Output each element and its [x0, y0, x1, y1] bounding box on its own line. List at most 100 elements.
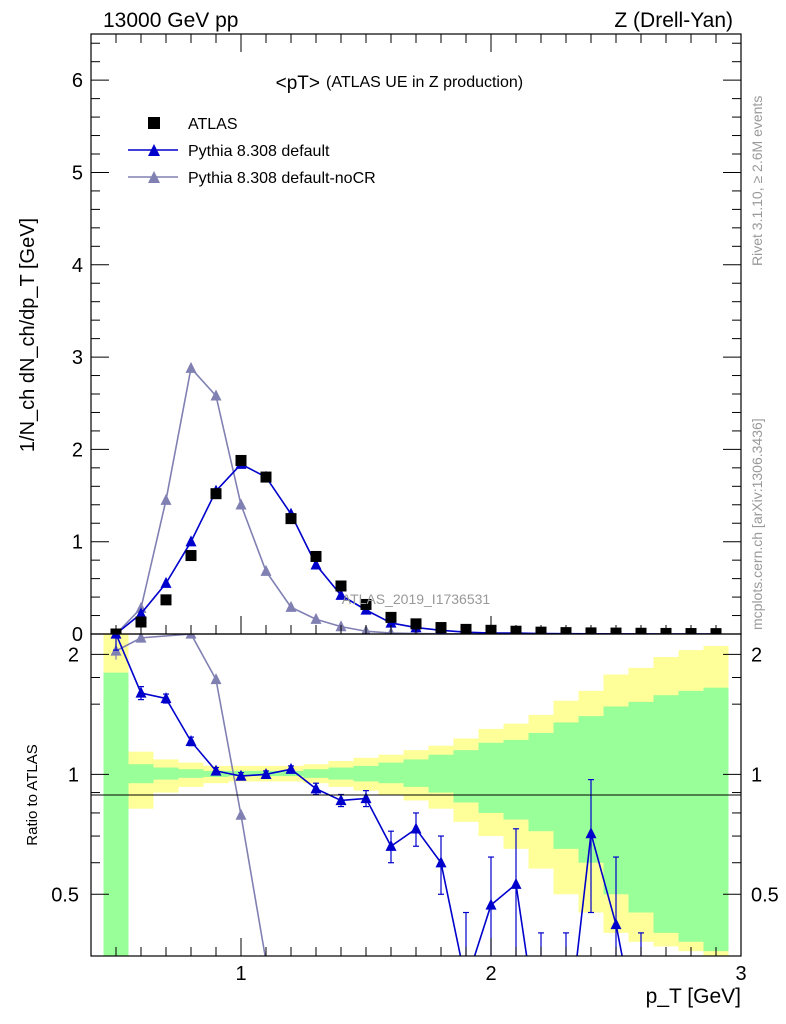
ratio-nocr-point [135, 634, 147, 643]
atlas-point [360, 598, 372, 610]
header-left-title: 13000 GeV pp [103, 9, 238, 32]
atlas-point [285, 513, 297, 525]
main-ytick-label: 0 [72, 624, 83, 646]
atlas-point [260, 471, 272, 483]
ratio-xtick-label: 1 [235, 963, 246, 985]
atlas-point [210, 488, 222, 500]
ratio-default-point [610, 918, 622, 930]
ratio-default-point [235, 769, 247, 781]
atlas-point [185, 550, 197, 562]
ratio-nocr-point [235, 808, 247, 820]
pythia-nocr-point [310, 612, 322, 624]
rivet-label: Rivet 3.1.10, ≥ 2.6M events [749, 96, 765, 266]
band-inner-bin [503, 739, 529, 820]
analysis-watermark: ATLAS_2019_I1736531 [342, 591, 491, 607]
pythia-nocr-point [210, 389, 222, 401]
ratio-xtick-label: 3 [735, 963, 746, 985]
main-ytick-label: 3 [72, 347, 83, 369]
atlas-point [385, 611, 397, 623]
band-inner-bin [653, 695, 679, 933]
band-inner-bin [378, 762, 404, 784]
ratio-default-point [335, 794, 347, 806]
atlas-point [310, 550, 322, 562]
ratio-default-line [115, 634, 623, 956]
mcplots-label: mcplots.cern.ch [arXiv:1306.3436] [749, 418, 765, 630]
pythia-nocr-point [260, 564, 272, 576]
band-inner-bin [128, 764, 154, 784]
ratio-nocr-point [210, 673, 222, 685]
pythia-default-point [160, 576, 172, 588]
series-pythia-default [112, 457, 720, 634]
legend-label-atlas: ATLAS [188, 116, 238, 133]
ratio-default-point [485, 898, 497, 910]
pythia-default-point [135, 607, 147, 619]
atlas-point [135, 616, 147, 628]
band-inner-bin [103, 672, 129, 956]
ratio-default-point [160, 692, 172, 704]
band-inner-bin [528, 732, 554, 832]
pythia-default-point [310, 558, 322, 570]
main-ytick-label: 5 [72, 162, 83, 184]
main-ylabel-text: 1/N_ch dN_ch/dp_T [GeV] [17, 218, 39, 452]
ratio-ytick-label-left: 2 [68, 644, 79, 666]
legend-label-pythia-default: Pythia 8.308 default [188, 143, 330, 160]
atlas-point [235, 454, 247, 466]
band-inner-bin [703, 687, 729, 952]
ratio-ytick-label-left: 0.5 [51, 884, 79, 906]
ratio-ytick-label-right: 0.5 [751, 884, 779, 906]
main-ytick-label: 1 [72, 532, 83, 554]
ratio-series [110, 634, 644, 956]
main-ytick-label: 4 [72, 255, 83, 277]
ratio-default-point [585, 827, 597, 839]
pythia-default-line [115, 463, 716, 634]
main-ytick-label: 6 [72, 70, 83, 92]
ratio-ytick-label-left: 1 [68, 764, 79, 786]
ratio-default-point [110, 634, 122, 639]
band-inner-bin [153, 767, 179, 780]
series-atlas [110, 454, 722, 634]
ratio-default-point [210, 764, 222, 776]
legend-label-pythia-nocr: Pythia 8.308 default-noCR [188, 170, 376, 187]
band-inner-bin [678, 690, 704, 942]
ratio-xtick-label: 2 [485, 963, 496, 985]
band-inner-bin [453, 750, 479, 803]
band-inner-bin [328, 767, 354, 780]
atlas-point [160, 594, 172, 606]
ratio-default-point [260, 768, 272, 780]
band-inner-bin [178, 769, 204, 778]
ratio-default-point [410, 822, 422, 834]
band-inner-bin [353, 765, 379, 782]
plot-title-sub: (ATLAS UE in Z production) [326, 74, 523, 91]
main-ytick-label: 2 [72, 439, 83, 461]
band-inner-bin [403, 759, 429, 787]
pythia-nocr-point [235, 498, 247, 510]
atlas-point [335, 580, 347, 592]
pythia-default-point [185, 535, 197, 547]
ratio-default-point [135, 686, 147, 698]
ratio-default-point [360, 792, 372, 804]
header-right-title: Z (Drell-Yan) [614, 9, 733, 32]
band-inner-bin [628, 701, 654, 913]
axes: 0 1 2 3 4 5 6 1 2 3 0.5 0.5 1 1 2 2 [51, 34, 779, 985]
main-ylabel: 1/N_ch dN_ch/dp_T [GeV] [17, 218, 39, 452]
band-inner-bin [478, 742, 504, 813]
legend-marker-atlas [148, 117, 160, 129]
band-inner-bin [428, 754, 454, 793]
pythia-nocr-point [285, 600, 297, 612]
ratio-xlabel: p_T [GeV] [646, 985, 741, 1008]
band-inner-bin [553, 722, 579, 849]
ratio-ytick-label-right: 2 [751, 644, 762, 666]
ratio-default-point [385, 839, 397, 851]
legend: ATLAS Pythia 8.308 default Pythia 8.308 … [128, 116, 376, 187]
ratio-panel [110, 634, 644, 956]
ratio-default-point [435, 856, 447, 868]
band-inner-bin [303, 769, 329, 778]
plot-title-main: <pT> [276, 73, 320, 94]
ratio-default-point [310, 782, 322, 794]
pythia-nocr-point [185, 361, 197, 373]
atlas-point [410, 618, 422, 630]
ratio-ylabel: Ratio to ATLAS [24, 744, 41, 845]
ratio-default-point [510, 877, 522, 889]
ratio-default-point [285, 762, 297, 774]
